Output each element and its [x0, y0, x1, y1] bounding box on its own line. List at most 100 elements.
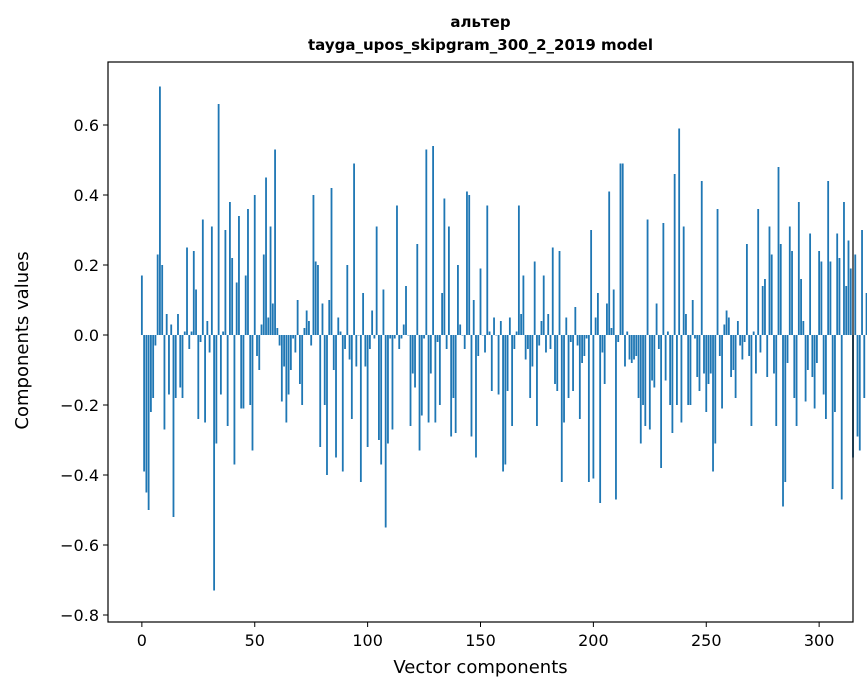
bar-143: [463, 335, 466, 349]
bar-199: [590, 230, 593, 335]
bar-0: [140, 275, 143, 335]
bar-245: [694, 335, 696, 339]
bar-147: [472, 300, 475, 335]
bar-279: [770, 254, 773, 335]
y-tick-label: −0.2: [60, 396, 99, 415]
bar-297: [811, 335, 814, 377]
bar-24: [195, 289, 197, 335]
bar-205: [603, 335, 606, 384]
bar-237: [676, 335, 678, 405]
bar-81: [323, 335, 326, 405]
bar-86: [335, 335, 337, 458]
chart-subtitle: tayga_upos_skipgram_300_2_2019 model: [308, 36, 653, 54]
bar-50: [253, 195, 256, 335]
bar-84: [330, 188, 333, 335]
bar-247: [698, 335, 701, 391]
bar-136: [447, 226, 450, 335]
bar-82: [326, 335, 328, 475]
bar-190: [569, 335, 572, 342]
bar-289: [793, 335, 796, 398]
bar-233: [666, 331, 669, 335]
bar-270: [750, 335, 753, 426]
bar-173: [531, 335, 534, 367]
bar-238: [678, 128, 681, 335]
bar-254: [714, 335, 717, 444]
bar-182: [551, 247, 554, 335]
y-tick-label: 0.0: [74, 326, 99, 345]
bar-3: [147, 335, 150, 510]
y-tick-label: −0.8: [60, 606, 99, 625]
bar-175: [536, 335, 538, 426]
bar-248: [700, 181, 703, 335]
y-tick-label: −0.6: [60, 536, 99, 555]
bar-158: [497, 335, 500, 395]
bar-76: [312, 195, 315, 335]
bar-64: [285, 335, 288, 423]
bar-313: [847, 240, 850, 335]
bar-243: [689, 335, 692, 405]
bar-129: [432, 146, 434, 335]
bar-114: [398, 335, 401, 349]
bar-125: [423, 335, 425, 339]
x-tick-label: 200: [578, 631, 609, 650]
bar-299: [815, 335, 818, 363]
bar-16: [177, 314, 179, 335]
bar-204: [601, 335, 604, 353]
x-tick-label: 150: [465, 631, 496, 650]
bar-156: [493, 317, 495, 335]
bar-172: [529, 335, 532, 398]
bar-113: [396, 205, 398, 335]
bar-66: [289, 335, 292, 370]
bar-179: [545, 335, 547, 353]
bar-253: [712, 335, 714, 472]
bar-162: [506, 335, 509, 391]
bar-34: [217, 104, 220, 335]
bar-262: [732, 335, 735, 370]
bar-137: [450, 335, 453, 437]
bar-93: [350, 335, 353, 419]
bar-10: [163, 335, 166, 430]
bar-27: [201, 219, 204, 335]
bar-121: [414, 335, 416, 388]
bar-77: [314, 261, 317, 335]
bar-298: [813, 335, 816, 409]
bar-45: [242, 335, 245, 409]
bar-132: [438, 335, 441, 405]
bar-88: [339, 331, 342, 335]
bar-128: [429, 335, 432, 374]
x-tick-label: 50: [245, 631, 265, 650]
bar-90: [344, 335, 346, 349]
bar-256: [718, 335, 721, 356]
bar-68: [294, 335, 297, 353]
x-tick-label: 300: [804, 631, 835, 650]
bar-235: [671, 335, 674, 433]
bar-191: [572, 335, 574, 391]
bar-306: [831, 335, 834, 489]
bar-54: [262, 254, 265, 335]
bar-21: [188, 335, 191, 349]
bar-67: [292, 335, 295, 339]
bar-255: [716, 209, 719, 335]
bar-230: [660, 335, 663, 468]
bar-38: [226, 335, 229, 426]
bar-22: [190, 331, 193, 335]
bar-4: [149, 335, 152, 412]
bar-104: [375, 226, 378, 335]
x-tick-label: 100: [352, 631, 383, 650]
bar-200: [592, 335, 595, 479]
bar-11: [165, 314, 168, 335]
bar-148: [475, 335, 477, 458]
bar-134: [443, 198, 446, 335]
bar-85: [332, 335, 335, 370]
bar-209: [612, 289, 615, 335]
bar-69: [296, 300, 299, 335]
bar-257: [721, 335, 723, 409]
bar-301: [820, 261, 823, 335]
bar-135: [445, 335, 448, 349]
bar-178: [542, 275, 545, 335]
bar-285: [784, 335, 787, 482]
bar-290: [795, 335, 798, 426]
bar-29: [206, 321, 209, 335]
bar-251: [707, 335, 710, 384]
bar-225: [648, 335, 651, 430]
